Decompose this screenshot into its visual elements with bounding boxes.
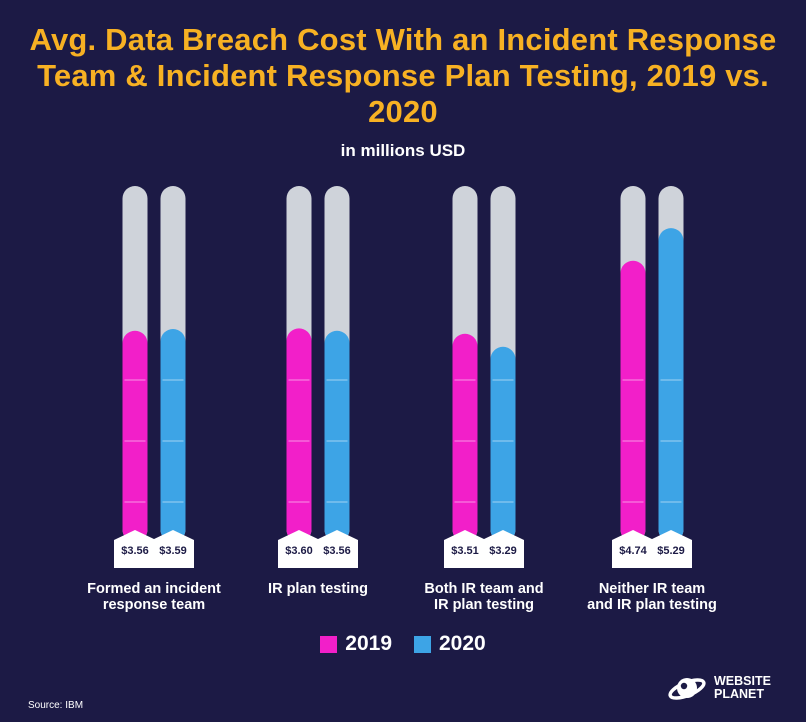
legend-item-2019: 2019 [320,632,392,656]
data-label-2019-3: $4.74 [619,545,647,557]
value-label-badge [612,530,654,568]
category-label-2: Both IR team and [424,581,543,597]
logo-line-2: PLANET [714,687,764,701]
chart-subtitle: in millions USD [340,141,466,160]
value-label-badge [650,530,692,568]
planet-icon [668,678,706,700]
data-label-2019-2: $3.51 [451,545,479,557]
bar-2020-2 [490,346,516,542]
bar-2019-3 [620,260,646,542]
legend-swatch-2020 [414,635,431,653]
category-label-0: response team [103,597,205,613]
chart-title: Avg. Data Breach Cost With an Incident R… [29,22,777,129]
category-label-3: and IR plan testing [587,597,717,613]
category-label-0: Formed an incident [87,581,221,597]
data-label-2020-2: $3.29 [489,545,517,557]
data-label-2019-1: $3.60 [285,545,313,557]
value-label-badge [114,530,156,568]
data-label-2020-3: $5.29 [657,545,685,557]
bar-2019-0 [122,330,148,542]
legend-label-2019: 2019 [345,632,392,655]
value-label-badge [278,530,320,568]
logo-line-1: WEBSITE [714,674,771,688]
bar-2020-0 [160,328,186,542]
data-label-2020-1: $3.56 [323,545,351,557]
category-label-3: Neither IR team [599,581,705,597]
data-label-2019-0: $3.56 [121,545,149,557]
data-label-2020-0: $3.59 [159,545,187,557]
category-label-1: IR plan testing [268,581,368,597]
bar-2019-1 [286,328,312,542]
value-label-badge [316,530,358,568]
category-label-2: IR plan testing [434,597,534,613]
bar-2019-2 [452,333,478,542]
bar-2020-3 [658,228,684,543]
value-label-badge [444,530,486,568]
legend-swatch-2019 [320,635,338,653]
bar-2020-1 [324,330,350,542]
value-label-badge [482,530,524,568]
value-label-badge [152,530,194,568]
legend: 2019 2020 [0,632,806,656]
legend-label-2020: 2020 [439,632,486,655]
source-note: Source: IBM [28,700,84,711]
legend-item-2020: 2020 [414,632,486,656]
website-planet-logo: WEBSITE PLANET [668,672,771,704]
